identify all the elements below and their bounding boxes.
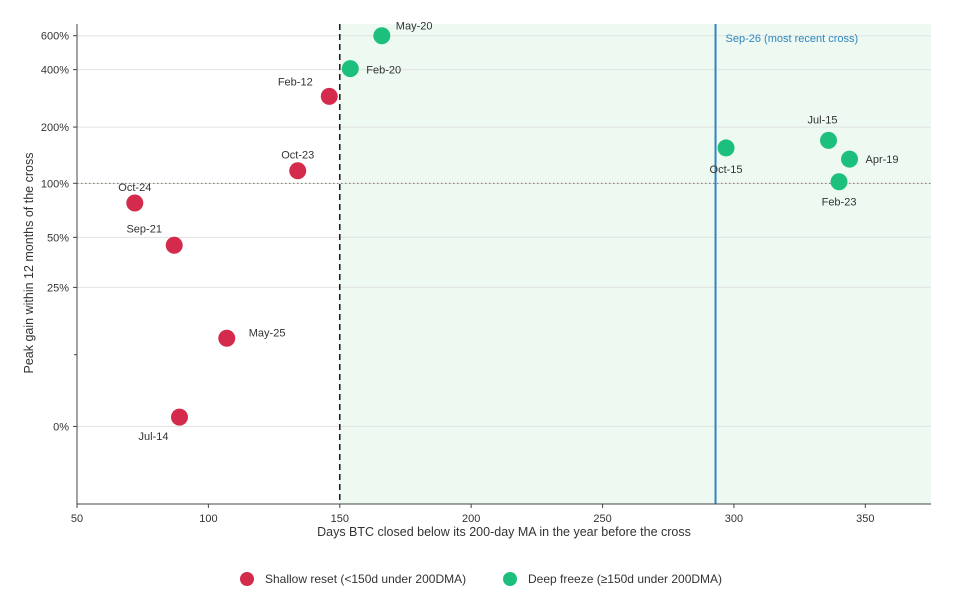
- reference-lines: Sep-26 (most recent cross): [77, 24, 931, 504]
- x-tick-label: 300: [725, 513, 743, 525]
- most-recent-cross-label: Sep-26 (most recent cross): [726, 33, 859, 45]
- data-point-may-25: [218, 329, 236, 347]
- data-point-oct-15: [717, 139, 735, 157]
- point-labels: Oct-24 Sep-21 Jul-14 May-25 Oct-23 Feb-12 Feb-…: [118, 21, 898, 443]
- y-tick-label: 400%: [41, 65, 69, 77]
- data-point-sep-21: [165, 236, 183, 254]
- data-label-apr-19: Apr-19: [866, 154, 899, 166]
- data-points: [126, 27, 859, 426]
- data-point-apr-19: [841, 150, 859, 168]
- x-tick-label: 100: [199, 513, 217, 525]
- data-label-oct-23: Oct-23: [281, 150, 314, 162]
- x-tick-label: 50: [71, 513, 83, 525]
- data-point-jul-15: [820, 131, 838, 149]
- y-tick-label: 0%: [53, 421, 69, 433]
- data-label-oct-24: Oct-24: [118, 182, 151, 194]
- data-label-may-20: May-20: [396, 21, 433, 33]
- axes: 0% 25% 50% 100% 200% 400% 600% 50 100 150 200 250 30…: [41, 24, 931, 525]
- legend-marker-shallow-reset: [240, 572, 254, 586]
- gridlines: [77, 35, 931, 427]
- legend-marker-deep-freeze: [503, 572, 517, 586]
- data-label-feb-20: Feb-20: [366, 65, 401, 77]
- y-tick-label: 600%: [41, 31, 69, 43]
- data-label-jul-15: Jul-15: [808, 114, 838, 126]
- x-tick-label: 150: [331, 513, 349, 525]
- y-tick-label: 50%: [47, 232, 69, 244]
- legend-label-shallow-reset: Shallow reset (<150d under 200DMA): [265, 572, 466, 586]
- shaded-region: [339, 24, 931, 504]
- data-label-jul-14: Jul-14: [138, 431, 168, 443]
- legend: Shallow reset (<150d under 200DMA) Deep …: [240, 572, 722, 586]
- data-label-may-25: May-25: [249, 327, 286, 339]
- x-tick-label: 250: [593, 513, 611, 525]
- data-point-oct-23: [289, 162, 307, 180]
- data-point-jul-14: [170, 408, 188, 426]
- data-label-feb-12: Feb-12: [278, 76, 313, 88]
- y-tick-label: 100%: [41, 178, 69, 190]
- data-point-may-20: [373, 27, 391, 45]
- data-point-feb-23: [830, 173, 848, 191]
- data-point-feb-12: [320, 87, 338, 105]
- x-tick-label: 200: [462, 513, 480, 525]
- x-axis-title: Days BTC closed below its 200-day MA in …: [317, 525, 691, 539]
- data-label-oct-15: Oct-15: [710, 164, 743, 176]
- data-point-oct-24: [126, 194, 144, 212]
- y-tick-label: 200%: [41, 122, 69, 134]
- data-label-feb-23: Feb-23: [822, 197, 857, 209]
- x-tick-label: 350: [856, 513, 874, 525]
- chart-background-layer: [339, 24, 931, 504]
- y-axis-title: Peak gain within 12 months of the cross: [22, 153, 36, 374]
- y-tick-label: 25%: [47, 282, 69, 294]
- data-label-sep-21: Sep-21: [126, 223, 161, 235]
- legend-label-deep-freeze: Deep freeze (≥150d under 200DMA): [528, 572, 722, 586]
- data-point-feb-20: [341, 60, 359, 78]
